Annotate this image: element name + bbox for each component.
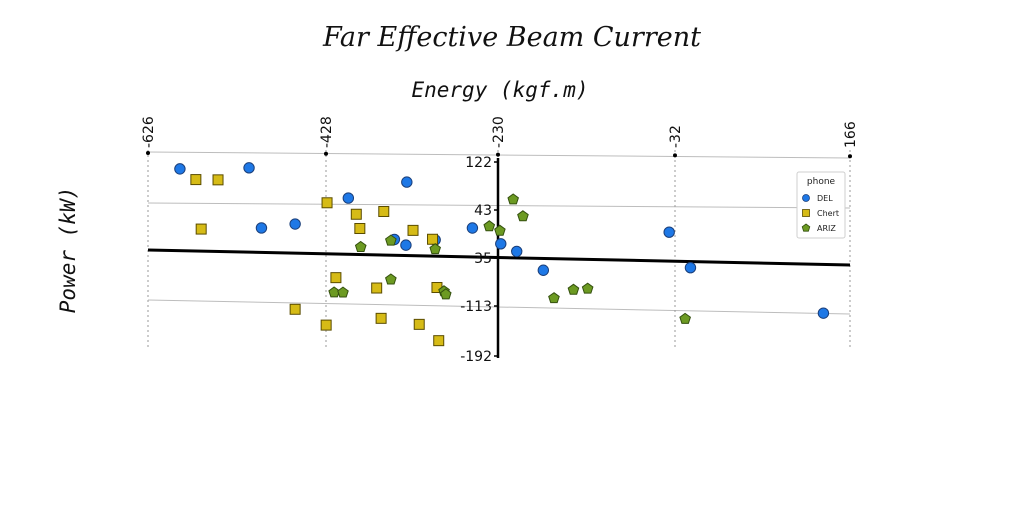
legend-label: Chert	[817, 209, 839, 218]
ariz-point	[483, 220, 496, 232]
del-point	[243, 162, 255, 174]
chert-point	[427, 233, 439, 245]
x-tick-mark	[324, 151, 328, 156]
chert-point	[407, 224, 419, 236]
ariz-point	[354, 240, 367, 252]
del-point	[342, 192, 355, 204]
legend-label: ARIZ	[817, 224, 836, 233]
legend-box	[796, 171, 846, 239]
y-tick-label: 43	[474, 203, 492, 219]
ariz-point	[337, 286, 349, 298]
ariz-point	[440, 288, 452, 300]
legend-marker	[802, 194, 810, 202]
y-tick-label: 122	[465, 155, 492, 171]
del-point	[255, 222, 268, 234]
x-tick-label: -32	[668, 125, 684, 148]
ariz-point	[548, 292, 560, 304]
del-point	[537, 264, 550, 276]
chert-point	[190, 174, 202, 186]
ariz-point	[679, 312, 691, 324]
ariz-point	[385, 234, 397, 246]
chert-point	[289, 303, 301, 315]
chert-point	[375, 312, 387, 324]
x-tick-mark	[496, 152, 500, 157]
del-point	[466, 222, 479, 234]
chert-point	[212, 174, 224, 186]
del-point	[174, 163, 186, 175]
del-point	[663, 226, 675, 238]
x-tick-label: -428	[319, 116, 335, 148]
del-point	[289, 218, 301, 230]
legend-marker	[802, 209, 810, 217]
ariz-point	[385, 273, 397, 285]
y-tick-label: 35	[474, 251, 492, 267]
x-tick-mark	[673, 153, 677, 158]
chert-point	[321, 197, 333, 209]
del-point	[817, 307, 830, 319]
ariz-point	[429, 243, 441, 255]
del-point	[684, 261, 697, 274]
x-tick-mark	[146, 151, 150, 155]
chart-title: Far Effective Beam Current	[323, 22, 701, 53]
legend-label: DEL	[817, 194, 833, 203]
chert-point	[354, 223, 366, 235]
ariz-point	[567, 283, 580, 295]
chert-point	[350, 208, 362, 220]
x-tick-label: -230	[491, 116, 507, 148]
chert-point	[320, 319, 332, 331]
chert-point	[371, 282, 383, 294]
legend-title: phone	[807, 177, 836, 187]
ariz-point	[517, 210, 529, 222]
del-point	[495, 238, 507, 250]
y-tick-label: -192	[460, 349, 492, 365]
x-tick-label: 166	[843, 121, 859, 148]
ariz-point	[494, 224, 506, 236]
chert-point	[330, 272, 342, 284]
del-point	[401, 176, 413, 188]
y-tick-label: -113	[460, 299, 492, 315]
chert-point	[195, 223, 207, 235]
del-point	[511, 245, 523, 258]
ariz-point	[581, 282, 594, 294]
chert-point	[378, 205, 390, 217]
ariz-point	[507, 193, 519, 205]
chert-point	[413, 318, 425, 330]
x-tick-label: -626	[141, 116, 157, 148]
del-point	[400, 239, 412, 251]
x-tick-mark	[848, 154, 852, 159]
chert-point	[433, 335, 445, 347]
x-axis-label: Energy (kgf.m)	[411, 78, 589, 102]
legend-marker	[801, 223, 811, 232]
